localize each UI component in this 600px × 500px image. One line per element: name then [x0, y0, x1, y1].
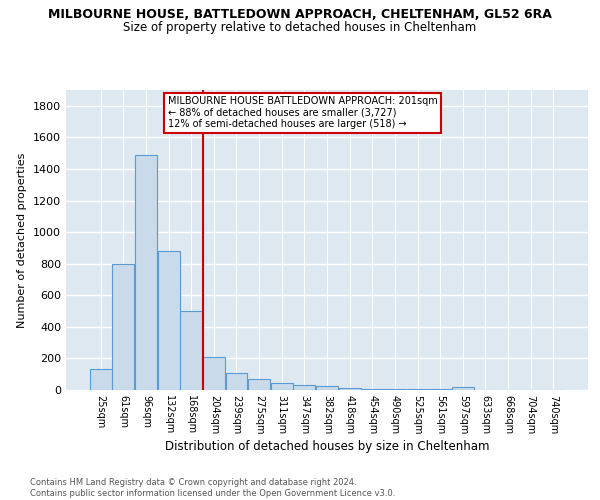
Bar — [407, 389, 428, 390]
Bar — [429, 389, 451, 390]
Text: Size of property relative to detached houses in Cheltenham: Size of property relative to detached ho… — [124, 21, 476, 34]
Y-axis label: Number of detached properties: Number of detached properties — [17, 152, 28, 328]
Bar — [293, 386, 316, 390]
X-axis label: Distribution of detached houses by size in Cheltenham: Distribution of detached houses by size … — [165, 440, 489, 453]
Bar — [90, 370, 112, 390]
Bar — [338, 388, 361, 390]
Bar — [452, 387, 474, 390]
Bar — [203, 357, 225, 390]
Bar — [316, 386, 338, 390]
Bar — [271, 383, 293, 390]
Text: MILBOURNE HOUSE, BATTLEDOWN APPROACH, CHELTENHAM, GL52 6RA: MILBOURNE HOUSE, BATTLEDOWN APPROACH, CH… — [48, 8, 552, 20]
Bar — [384, 389, 406, 390]
Bar — [112, 264, 134, 390]
Text: Contains HM Land Registry data © Crown copyright and database right 2024.
Contai: Contains HM Land Registry data © Crown c… — [30, 478, 395, 498]
Bar — [158, 251, 179, 390]
Bar — [135, 154, 157, 390]
Bar — [248, 379, 270, 390]
Bar — [226, 372, 247, 390]
Text: MILBOURNE HOUSE BATTLEDOWN APPROACH: 201sqm
← 88% of detached houses are smaller: MILBOURNE HOUSE BATTLEDOWN APPROACH: 201… — [168, 96, 437, 129]
Bar — [180, 311, 202, 390]
Bar — [361, 389, 383, 390]
